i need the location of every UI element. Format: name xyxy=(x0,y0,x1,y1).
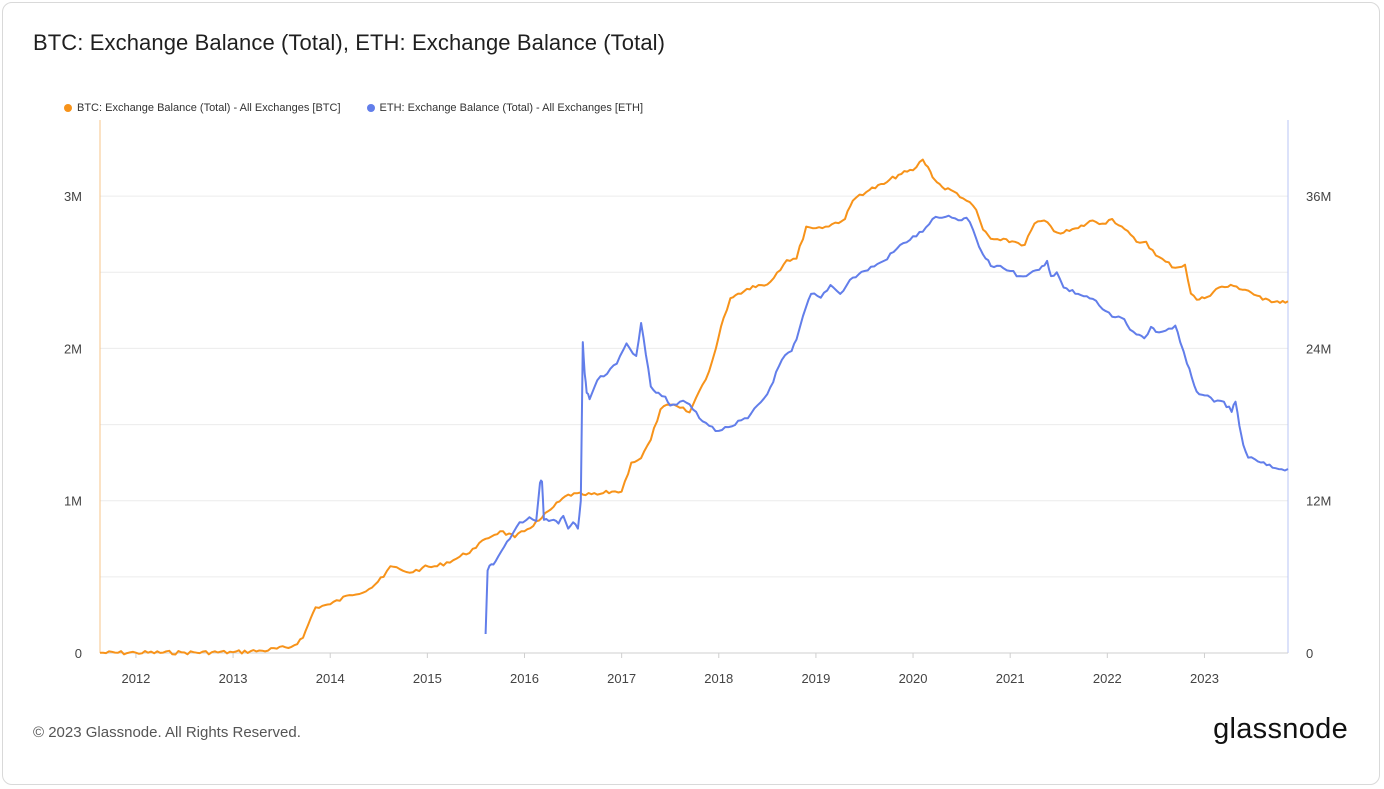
series-lines[interactable] xyxy=(100,158,1289,656)
legend-label-eth: ETH: Exchange Balance (Total) - All Exch… xyxy=(379,102,644,114)
x-tick-label: 2015 xyxy=(413,671,442,686)
eth-legend-dot-icon xyxy=(366,104,375,112)
eth-series-line[interactable] xyxy=(484,214,1289,635)
btc-series-line[interactable] xyxy=(100,158,1289,656)
legend: BTC: Exchange Balance (Total) - All Exch… xyxy=(64,102,643,114)
y-right-tick-label: 0 xyxy=(1306,646,1313,661)
x-tick-label: 2017 xyxy=(607,671,636,686)
copyright-footer: © 2023 Glassnode. All Rights Reserved. xyxy=(33,724,301,741)
axes xyxy=(99,120,1289,658)
y-left-tick-label: 2M xyxy=(64,341,82,356)
y-right-tick-label: 36M xyxy=(1306,189,1331,204)
x-tick-label: 2022 xyxy=(1093,671,1122,686)
glassnode-logo[interactable]: glassnode xyxy=(1213,713,1348,745)
x-tick-label: 2012 xyxy=(121,671,150,686)
y-left-tick-label: 0 xyxy=(75,646,82,661)
x-tick-label: 2023 xyxy=(1190,671,1219,686)
x-tick-label: 2016 xyxy=(510,671,539,686)
grid xyxy=(100,195,1288,578)
x-tick-label: 2014 xyxy=(316,671,345,686)
x-tick-label: 2021 xyxy=(996,671,1025,686)
y-right-tick-label: 24M xyxy=(1306,341,1331,356)
legend-item-btc[interactable]: BTC: Exchange Balance (Total) - All Exch… xyxy=(64,102,341,114)
tick-labels: 0 1M 2M 3M 0 12M 24M 36M 2012 2013 2014 2015 2016 201… xyxy=(64,189,1331,686)
legend-label-btc: BTC: Exchange Balance (Total) - All Exch… xyxy=(77,102,341,114)
y-right-tick-label: 12M xyxy=(1306,494,1331,509)
x-tick-label: 2013 xyxy=(219,671,248,686)
btc-legend-dot-icon xyxy=(64,104,72,112)
chart-title: BTC: Exchange Balance (Total), ETH: Exch… xyxy=(33,30,666,55)
x-tick-label: 2019 xyxy=(801,671,830,686)
x-tick-label: 2020 xyxy=(899,671,928,686)
x-tick-label: 2018 xyxy=(704,671,733,686)
y-left-tick-label: 3M xyxy=(64,189,82,204)
legend-item-eth[interactable]: ETH: Exchange Balance (Total) - All Exch… xyxy=(366,102,644,114)
y-left-tick-label: 1M xyxy=(64,494,82,509)
